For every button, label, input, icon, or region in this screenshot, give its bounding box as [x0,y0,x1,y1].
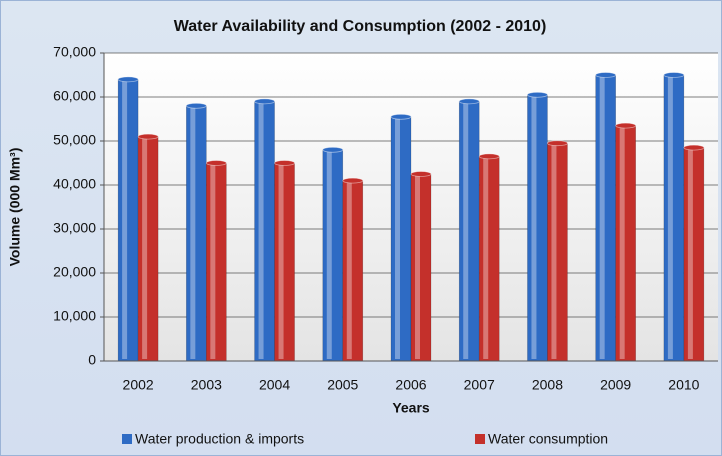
bar-highlight [483,158,489,359]
bar-highlight [667,77,673,359]
y-tick-label: 50,000 [53,132,96,148]
bar-cap [254,98,275,105]
bar [615,125,636,362]
bar-highlight [122,81,128,360]
legend-label: Water production & imports [135,431,304,447]
bar-highlight [278,165,284,359]
y-tick-label: 70,000 [53,44,96,60]
x-tick-label: 2010 [668,377,699,393]
y-tick-label: 20,000 [53,264,96,280]
bar [390,116,412,362]
bar [547,142,568,362]
bar-highlight [551,145,557,359]
bar-highlight [531,96,537,360]
bar-cap [137,133,159,140]
bar-highlight [210,165,216,359]
bar-highlight [687,149,693,359]
x-tick-label: 2009 [600,377,631,393]
bar [322,149,344,362]
x-tick-label: 2002 [123,377,154,393]
bar-highlight [190,107,196,359]
bar-cap [615,122,637,129]
bar-cap [410,171,432,177]
bar-cap [595,72,617,78]
y-tick-label: 0 [88,352,96,368]
bar-cap [547,140,568,147]
bar [595,74,616,362]
bar-highlight [415,176,420,359]
bar-highlight [463,103,469,360]
x-axis-label: Years [392,400,430,416]
bar-highlight [599,77,605,359]
bar [206,162,227,362]
bar [117,79,139,362]
bar-highlight [326,151,332,359]
bar-cap [342,177,364,184]
chart-title: Water Availability and Consumption (2002… [174,18,547,35]
bar [342,180,364,362]
bar-cap [205,160,227,166]
y-tick-label: 60,000 [53,88,96,104]
bar-cap [478,153,500,160]
x-tick-label: 2004 [259,377,290,393]
bar [663,74,685,362]
bar-highlight [395,118,400,359]
legend-swatch [122,434,132,444]
bar [458,101,480,362]
bar [186,105,207,362]
bar-cap [185,102,207,109]
bar-cap [458,98,480,105]
x-tick-label: 2003 [191,377,222,393]
y-tick-label: 10,000 [53,308,96,324]
x-tick-label: 2006 [395,377,426,393]
bar [683,147,705,362]
y-tick-label: 30,000 [53,220,96,236]
y-tick-label: 40,000 [53,176,96,192]
y-axis-label: Volume (000 Mm³) [7,148,23,267]
bar-cap [322,146,344,153]
bar [478,156,500,362]
x-tick-label: 2008 [532,377,563,393]
bar-cap [527,91,548,98]
bar [410,173,432,362]
bar [137,136,159,362]
x-tick-label: 2005 [327,377,358,393]
bar [254,101,275,362]
bar [274,162,295,362]
legend-label: Water consumption [488,431,608,447]
bar-highlight [142,138,148,359]
bar-cap [390,113,412,120]
bar-cap [274,160,295,166]
bar-cap [117,76,139,83]
legend-swatch [475,434,485,444]
bar [527,94,548,362]
bar-cap [683,144,705,151]
bar-cap [663,72,685,78]
bar-highlight [346,182,352,359]
x-tick-label: 2007 [464,377,495,393]
bar-highlight [258,103,264,360]
bar-highlight [619,127,625,359]
